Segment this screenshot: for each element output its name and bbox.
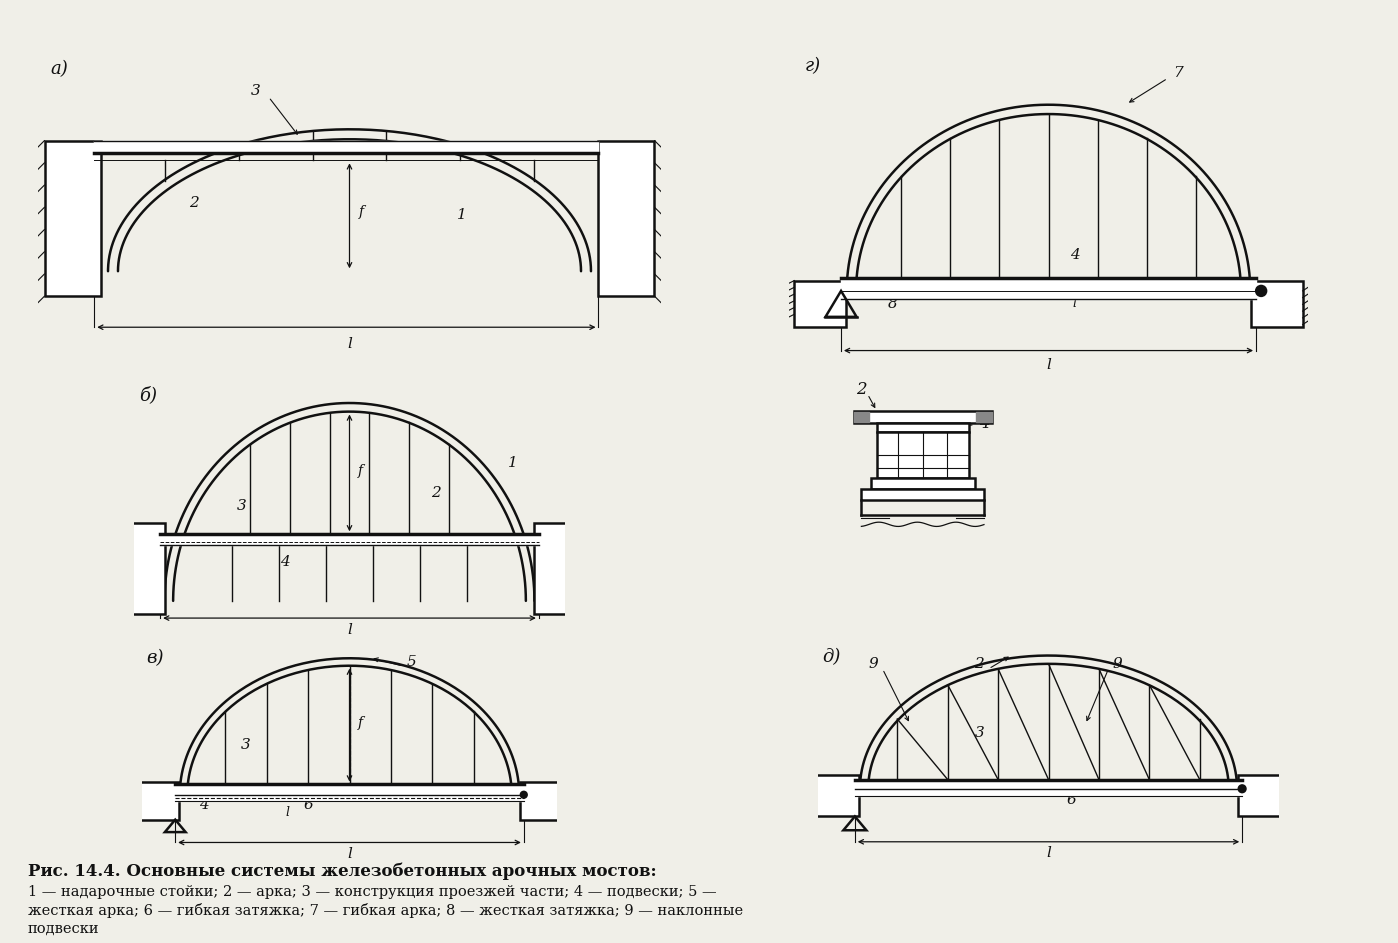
Bar bbox=[794, 281, 846, 327]
Text: f: f bbox=[358, 716, 363, 730]
Text: 4: 4 bbox=[280, 555, 289, 570]
Text: 3: 3 bbox=[238, 499, 247, 513]
Circle shape bbox=[520, 790, 528, 799]
Text: l: l bbox=[347, 337, 352, 351]
Text: 6: 6 bbox=[303, 798, 313, 812]
Text: 4: 4 bbox=[1069, 248, 1079, 261]
Text: 2: 2 bbox=[974, 657, 984, 671]
Text: 2: 2 bbox=[189, 196, 199, 209]
Circle shape bbox=[1255, 285, 1268, 297]
Bar bbox=[877, 423, 969, 432]
Bar bbox=[1251, 281, 1303, 327]
Circle shape bbox=[1237, 785, 1247, 793]
Text: а): а) bbox=[50, 59, 69, 77]
Bar bbox=[854, 411, 991, 423]
Text: 9: 9 bbox=[868, 657, 878, 671]
Text: д): д) bbox=[822, 648, 842, 666]
Text: Рис. 14.4. Основные системы железобетонных арочных мостов:: Рис. 14.4. Основные системы железобетонн… bbox=[28, 863, 657, 881]
Text: 1: 1 bbox=[457, 208, 467, 223]
Text: 3: 3 bbox=[252, 84, 261, 98]
Bar bbox=[130, 523, 165, 614]
Text: l: l bbox=[347, 623, 352, 637]
Text: б): б) bbox=[138, 386, 157, 404]
Text: 2: 2 bbox=[431, 487, 440, 501]
Text: l: l bbox=[347, 847, 352, 861]
Text: в): в) bbox=[147, 650, 164, 668]
Bar bbox=[871, 478, 974, 489]
Bar bbox=[138, 783, 179, 819]
Bar bbox=[45, 141, 101, 296]
Text: 3: 3 bbox=[974, 726, 984, 740]
Text: 4: 4 bbox=[979, 415, 990, 432]
Bar bbox=[861, 489, 984, 500]
Text: 4: 4 bbox=[200, 798, 210, 812]
Text: l: l bbox=[285, 805, 289, 819]
Bar bbox=[814, 775, 860, 817]
Text: 1: 1 bbox=[507, 456, 517, 471]
Text: f: f bbox=[359, 205, 363, 219]
Text: 3: 3 bbox=[240, 738, 250, 752]
Text: 6: 6 bbox=[1067, 793, 1076, 807]
Text: г): г) bbox=[805, 58, 821, 75]
Bar bbox=[534, 523, 569, 614]
Text: жесткая арка; 6 — гибкая затяжка; 7 — гибкая арка; 8 — жесткая затяжка; 9 — накл: жесткая арка; 6 — гибкая затяжка; 7 — ги… bbox=[28, 903, 744, 918]
Bar bbox=[520, 783, 561, 819]
Text: l: l bbox=[1046, 847, 1051, 860]
Bar bbox=[1237, 775, 1283, 817]
Text: подвески: подвески bbox=[28, 922, 99, 936]
Text: 9: 9 bbox=[1113, 657, 1123, 671]
Bar bbox=[598, 141, 654, 296]
Text: 7: 7 bbox=[1173, 66, 1183, 80]
Text: 5: 5 bbox=[407, 655, 417, 669]
Text: 2: 2 bbox=[856, 381, 867, 398]
Text: f: f bbox=[358, 464, 363, 478]
Bar bbox=[877, 432, 969, 478]
Text: 1 — надарочные стойки; 2 — арка; 3 — конструкция проезжей части; 4 — подвески; 5: 1 — надарочные стойки; 2 — арка; 3 — кон… bbox=[28, 885, 717, 899]
Text: l: l bbox=[1072, 297, 1076, 310]
Text: 8: 8 bbox=[888, 297, 898, 311]
Text: l: l bbox=[1046, 358, 1051, 372]
